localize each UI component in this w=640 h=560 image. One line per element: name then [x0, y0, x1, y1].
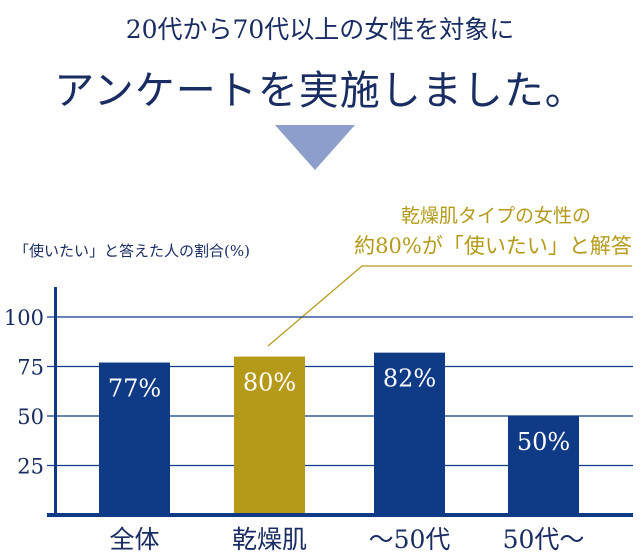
x-tick-label: 50代～: [503, 525, 585, 554]
data-label: 50%: [517, 428, 570, 456]
y-tick-label: 75: [17, 356, 44, 380]
x-tick-label: ～50代: [369, 525, 451, 554]
data-label: 77%: [108, 375, 161, 403]
callout-line1: 乾燥肌タイプの女性の: [401, 205, 591, 227]
y-tick-label: 25: [17, 455, 44, 479]
data-label: 80%: [243, 369, 296, 397]
bar: [374, 352, 445, 515]
callout-line2: 約80%が「使いたい」と解答: [354, 234, 632, 258]
bar: [234, 356, 305, 515]
y-tick-label: 100: [4, 306, 44, 330]
y-axis-label: 「使いたい」と答えた人の割合(%): [14, 242, 250, 260]
header-line2: アンケートを実施しました。: [54, 68, 586, 114]
down-arrow-icon: [275, 125, 355, 170]
y-axis: [54, 287, 57, 517]
x-tick-label: 全体: [109, 525, 159, 554]
y-tick-label: 50: [17, 405, 44, 429]
data-label: 82%: [383, 365, 436, 393]
bar: [508, 416, 579, 515]
x-axis: [47, 513, 633, 517]
header-line1: 20代から70代以上の女性を対象に: [125, 15, 515, 44]
x-tick-label: 乾燥肌: [232, 525, 307, 554]
callout-leader-line: [267, 265, 632, 347]
bar: [99, 362, 170, 515]
